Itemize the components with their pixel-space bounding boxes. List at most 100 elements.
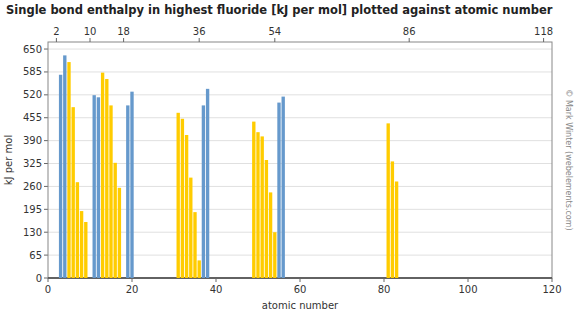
- bar: [265, 160, 268, 278]
- chart: 0651301952603253904555205856500204060801…: [0, 0, 580, 315]
- bar: [244, 278, 247, 279]
- x-tick: [300, 278, 301, 282]
- y-tick: [44, 163, 48, 164]
- y-tick-label: 520: [23, 89, 42, 100]
- x-tick: [216, 278, 217, 282]
- grid-line: [48, 117, 552, 118]
- x2-tick: [409, 38, 410, 42]
- bar: [219, 278, 222, 279]
- y-tick: [44, 94, 48, 95]
- y-tick-label: 650: [23, 44, 42, 55]
- x-label: atomic number: [262, 300, 339, 311]
- y-tick: [44, 49, 48, 50]
- grid-line: [48, 209, 552, 210]
- bar: [143, 278, 146, 279]
- x2-tick: [123, 38, 124, 42]
- bars: [59, 55, 398, 278]
- x2-tick: [274, 38, 275, 42]
- x2-tick-label: 54: [268, 26, 281, 37]
- x2-tick-label: 118: [534, 26, 553, 37]
- bar: [181, 119, 184, 278]
- bar: [88, 278, 91, 279]
- bar: [126, 105, 129, 278]
- x2-tick-label: 36: [193, 26, 206, 37]
- bar: [311, 278, 314, 279]
- bar: [349, 278, 352, 279]
- axes: 0651301952603253904555205856500204060801…: [23, 26, 562, 295]
- bar: [147, 278, 150, 279]
- bar: [189, 178, 192, 278]
- bar: [139, 278, 142, 279]
- bar: [172, 278, 175, 279]
- y-tick: [44, 209, 48, 210]
- grid-line: [48, 140, 552, 141]
- bar: [303, 278, 306, 279]
- x-tick-label: 120: [542, 284, 561, 295]
- bar: [84, 222, 87, 278]
- bar: [319, 278, 322, 279]
- bar: [307, 278, 310, 279]
- bar: [366, 278, 369, 279]
- x-tick: [468, 278, 469, 282]
- grid-line: [48, 186, 552, 187]
- x-tick-label: 20: [126, 284, 139, 295]
- grid-line: [48, 232, 552, 233]
- y-tick: [44, 140, 48, 141]
- bar: [164, 278, 167, 279]
- x2-tick-label: 10: [84, 26, 97, 37]
- bar: [168, 278, 171, 279]
- bar: [202, 105, 205, 278]
- y-tick: [44, 255, 48, 256]
- grid-line: [48, 163, 552, 164]
- bar: [72, 107, 75, 278]
- bar: [345, 278, 348, 279]
- bar: [395, 181, 398, 278]
- bar: [227, 278, 230, 279]
- bar: [135, 278, 138, 279]
- bar: [324, 278, 327, 279]
- y-tick-label: 325: [23, 158, 42, 169]
- bar: [223, 278, 226, 279]
- y-tick-label: 195: [23, 204, 42, 215]
- bar: [387, 123, 390, 278]
- bar: [76, 182, 79, 278]
- x-tick: [48, 278, 49, 282]
- x-tick: [132, 278, 133, 282]
- grid-line: [48, 49, 552, 50]
- bar: [114, 163, 117, 278]
- y-tick-label: 390: [23, 135, 42, 146]
- title: Single bond enthalpy in highest fluoride…: [6, 3, 553, 17]
- bar: [357, 278, 360, 279]
- bar: [93, 95, 96, 278]
- y-tick-label: 260: [23, 181, 42, 192]
- bar: [269, 192, 272, 278]
- bar: [55, 278, 58, 279]
- bar: [336, 278, 339, 279]
- y-tick: [44, 117, 48, 118]
- y-tick: [44, 232, 48, 233]
- y-grid: [48, 49, 552, 278]
- bar: [105, 79, 108, 278]
- grid-line: [48, 71, 552, 72]
- bar: [252, 122, 255, 278]
- y-tick: [44, 278, 48, 279]
- bar: [408, 278, 411, 279]
- bar: [63, 55, 66, 278]
- bar: [256, 132, 259, 278]
- bar: [261, 136, 264, 278]
- bar: [130, 92, 133, 278]
- annotation: © Mark Winter (webelements.com): [564, 89, 573, 230]
- y-label: kJ per mol: [3, 135, 14, 185]
- x2-tick: [56, 38, 57, 42]
- bar: [382, 278, 385, 279]
- bar: [298, 278, 301, 279]
- bar: [340, 278, 343, 279]
- x-tick-label: 40: [210, 284, 223, 295]
- bar: [403, 278, 406, 279]
- bar: [290, 278, 293, 279]
- x-tick-label: 0: [45, 284, 51, 295]
- bar: [374, 278, 377, 279]
- x-tick-label: 80: [378, 284, 391, 295]
- y-tick-label: 130: [23, 227, 42, 238]
- bar: [231, 278, 234, 279]
